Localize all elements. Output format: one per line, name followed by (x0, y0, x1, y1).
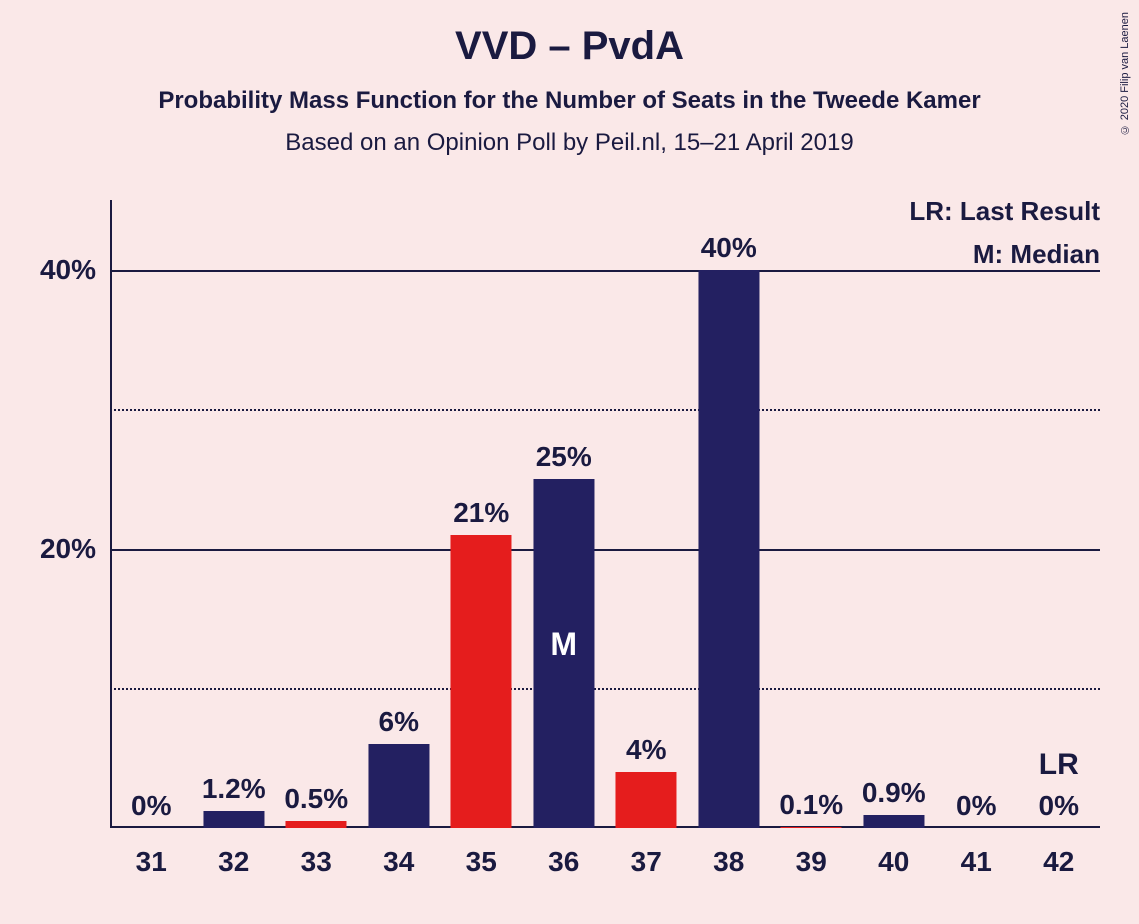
bar-value-label: 0.9% (862, 777, 926, 809)
x-axis-tick-label: 34 (383, 846, 414, 878)
y-axis-tick-label: 20% (40, 533, 96, 565)
y-axis-tick-label: 40% (40, 254, 96, 286)
bar: 1.2% (203, 811, 264, 828)
bar: 0.5% (286, 821, 347, 828)
chart-title: VVD – PvdA (0, 0, 1139, 69)
bar-value-label: 25% (536, 441, 592, 473)
bar-value-label: 0.1% (779, 789, 843, 821)
bar-slot: 6% (358, 200, 441, 828)
x-axis-tick-label: 38 (713, 846, 744, 878)
x-axis-tick-label: 41 (961, 846, 992, 878)
bar-slot: 40% (688, 200, 771, 828)
bar-slot: 0.9% (853, 200, 936, 828)
bar-slot: 0% (935, 200, 1018, 828)
bar-value-label: 0.5% (284, 783, 348, 815)
x-axis-tick-label: 32 (218, 846, 249, 878)
x-axis-tick-label: 36 (548, 846, 579, 878)
bar-slot: 1.2% (193, 200, 276, 828)
bar-slot: 0% LR (1018, 200, 1101, 828)
x-axis-tick-label: 39 (796, 846, 827, 878)
bar: 6% (368, 744, 429, 828)
bar: 21% (451, 535, 512, 828)
bar-value-label: 40% (701, 232, 757, 264)
copyright-text: © 2020 Filip van Laenen (1119, 12, 1131, 135)
bar-slot: 4% (605, 200, 688, 828)
chart-subtitle-1: Probability Mass Function for the Number… (0, 87, 1139, 115)
x-axis-tick-label: 37 (631, 846, 662, 878)
bar: 0.1% (781, 827, 842, 828)
chart-plot-area: LR: Last Result M: Median 20%40% 0%1.2%0… (110, 200, 1100, 828)
bar-value-label: 21% (453, 497, 509, 529)
bar-slot: 0.1% (770, 200, 853, 828)
bar: 40% (698, 270, 759, 828)
x-axis-tick-label: 33 (301, 846, 332, 878)
bar: 4% (616, 772, 677, 828)
chart-subtitle-2: Based on an Opinion Poll by Peil.nl, 15–… (0, 129, 1139, 157)
bar-value-label: 0% (131, 790, 171, 822)
bar-slot: 0.5% (275, 200, 358, 828)
x-axis-tick-label: 31 (136, 846, 167, 878)
median-marker: M (550, 626, 577, 663)
bar-slot: 25% M (523, 200, 606, 828)
bar: 0.9% (863, 815, 924, 828)
bar-value-label: 6% (379, 706, 419, 738)
bar: 25%M (533, 479, 594, 828)
x-axis-tick-label: 42 (1043, 846, 1074, 878)
bar-value-label: 0% (1039, 790, 1079, 822)
bar-value-label: 4% (626, 734, 666, 766)
bar-slot: 21% (440, 200, 523, 828)
x-axis-tick-label: 40 (878, 846, 909, 878)
x-axis-tick-label: 35 (466, 846, 497, 878)
bar-value-label: 1.2% (202, 773, 266, 805)
bar-slot: 0% (110, 200, 193, 828)
bars-container: 0%1.2%0.5%6%21%25%M4%40%0.1%0.9%0%0%LR (110, 200, 1100, 828)
last-result-marker: LR (1039, 748, 1079, 782)
bar-value-label: 0% (956, 790, 996, 822)
